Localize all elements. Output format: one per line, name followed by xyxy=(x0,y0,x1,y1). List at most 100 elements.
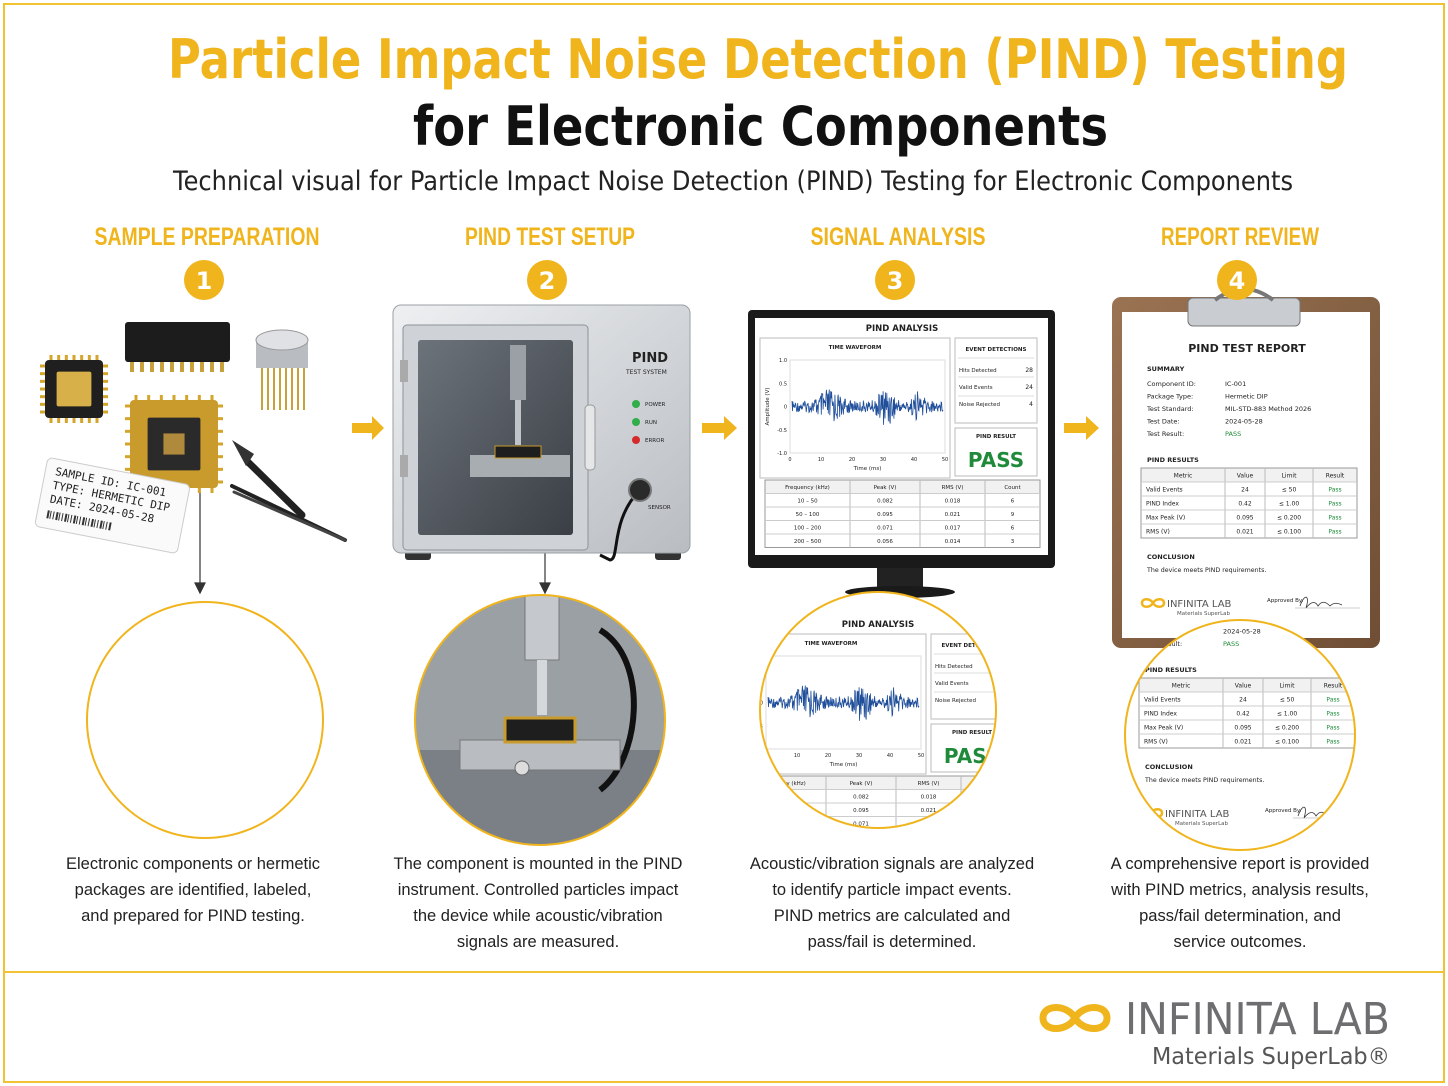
pin xyxy=(210,487,214,493)
pin xyxy=(87,417,91,423)
x-axis-label: Time (ms) xyxy=(829,762,858,768)
bar-line xyxy=(52,511,55,520)
step-badge xyxy=(184,260,224,300)
table-cell: ≤ 50 xyxy=(1282,487,1297,494)
pin xyxy=(134,395,138,401)
pin xyxy=(40,395,46,399)
footer-brand: INFINITA LAB xyxy=(1125,994,1390,1045)
pin xyxy=(40,410,46,414)
step-description: to identify particle impact events. xyxy=(772,881,1011,899)
bar-line xyxy=(81,517,86,526)
event-value: 4 xyxy=(1029,401,1033,408)
x-tick-label: 20 xyxy=(849,457,855,463)
summary-value: 2024-05-28 xyxy=(1225,418,1263,426)
table-cell: ≤ 50 xyxy=(1280,697,1295,704)
summary-label: Test Date: xyxy=(1146,418,1180,426)
pin xyxy=(125,417,131,421)
frame xyxy=(3,3,1445,1083)
table-cell: 0.056 xyxy=(877,539,893,545)
section-heading: PIND RESULTS xyxy=(1147,456,1199,464)
table-cell: 0.095 xyxy=(1236,515,1253,522)
pin xyxy=(217,404,223,408)
pin xyxy=(72,417,76,423)
step-number: 4 xyxy=(1229,267,1246,295)
pin xyxy=(49,417,53,423)
pin xyxy=(125,404,131,408)
bar-line xyxy=(49,510,52,519)
result: PASS xyxy=(968,448,1024,472)
x-tick-label: 40 xyxy=(911,457,917,463)
x-tick-label: 10 xyxy=(818,457,824,463)
summary-label: Component ID: xyxy=(1147,380,1196,388)
y-axis-label: Amplitude (V) xyxy=(765,388,771,426)
screen-title: PIND ANALYSIS xyxy=(866,324,938,334)
table-cell: 6 xyxy=(1011,526,1015,532)
table-cell: RMS (V) xyxy=(1144,739,1168,746)
cable xyxy=(599,488,642,562)
chip-body xyxy=(125,322,230,362)
step-description: instrument. Controlled particles impact xyxy=(398,881,679,899)
table-cell: RMS (V) xyxy=(1146,529,1170,536)
step-description: packages are identified, labeled, xyxy=(75,881,312,899)
platform xyxy=(470,455,570,477)
step-number: 1 xyxy=(196,267,213,295)
pin xyxy=(197,395,201,401)
indicator-label: ERROR xyxy=(645,438,664,444)
bar-line xyxy=(66,514,70,523)
step-description: pass/fail determination, and xyxy=(1139,907,1341,925)
spindle xyxy=(524,595,560,661)
step-badge xyxy=(527,260,567,300)
table-cell: 24 xyxy=(1239,697,1247,704)
table-header: Peak (V) xyxy=(850,781,873,787)
pin xyxy=(95,417,99,423)
logo-mark xyxy=(1039,1004,1111,1032)
event-label: Valid Events xyxy=(935,681,969,687)
pin xyxy=(140,358,144,372)
table-cell: 0.018 xyxy=(945,499,961,505)
arrow xyxy=(352,416,384,440)
step-description: A comprehensive report is provided xyxy=(1111,855,1370,873)
tweezers xyxy=(232,490,347,542)
table-cell: ≤ 0.100 xyxy=(1275,739,1299,746)
event-label: Hits Detected xyxy=(959,368,997,374)
brush-head xyxy=(232,440,254,466)
pin xyxy=(102,402,108,406)
pin xyxy=(217,442,223,446)
table-header: Metric xyxy=(1172,683,1191,690)
table-cell: 100 – 200 xyxy=(794,526,822,532)
pin xyxy=(217,467,223,471)
step-description: Electronic components or hermetic xyxy=(66,855,320,873)
pin xyxy=(102,364,108,368)
title-line2: for Electronic Components xyxy=(413,95,1108,158)
cable xyxy=(598,627,637,793)
result-label: PIND RESULT xyxy=(976,434,1016,440)
table-cell: 0.082 xyxy=(877,499,893,505)
conclusion: The device meets PIND requirements. xyxy=(1144,777,1264,784)
pin xyxy=(180,358,184,372)
pin xyxy=(130,358,134,372)
pin xyxy=(125,467,131,471)
step-title: SAMPLE PREPARATION xyxy=(95,223,320,251)
handle xyxy=(584,404,596,471)
table-header: Metric xyxy=(1174,473,1193,480)
pin xyxy=(217,480,223,484)
metal-can xyxy=(255,329,309,410)
waveform xyxy=(791,389,944,425)
table-cell: Pass xyxy=(1328,487,1341,494)
pin xyxy=(57,355,61,361)
pin xyxy=(102,395,108,399)
x-tick-label: 50 xyxy=(942,457,948,463)
pin xyxy=(40,364,46,368)
pin xyxy=(197,487,201,493)
screen-title: PIND ANALYSIS xyxy=(842,620,914,630)
waveform xyxy=(767,685,920,721)
table-cell: 10 – 50 xyxy=(797,499,818,505)
approved-by: Approved By: xyxy=(1265,808,1302,814)
plot-frame xyxy=(765,655,922,750)
table-cell: Max Peak (V) xyxy=(1144,725,1183,732)
analysis-screen: PIND ANALYSIS TIME WAVEFORM 1.0 0.5 0 -0.5 -1.… xyxy=(755,318,1048,555)
zoom-ring xyxy=(414,594,666,846)
